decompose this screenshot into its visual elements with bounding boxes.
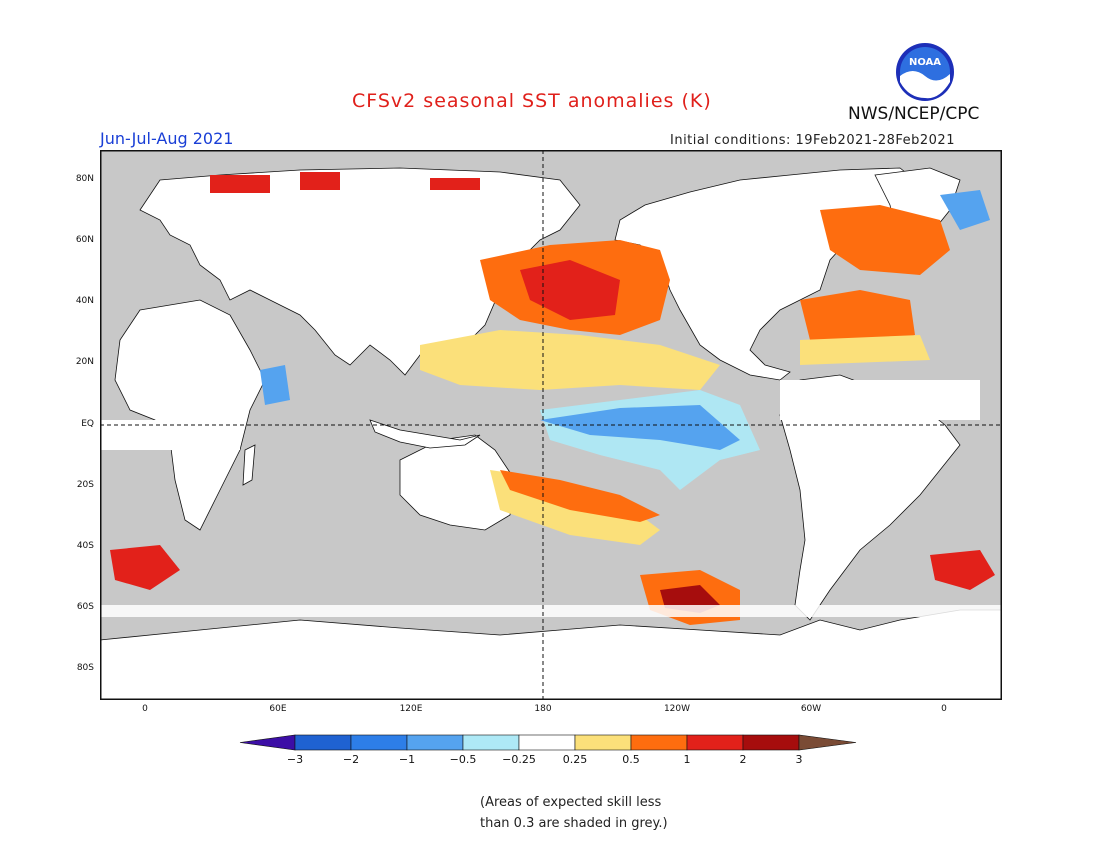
lon-tick-label: 120E <box>399 704 423 714</box>
lon-tick-label: 0 <box>142 704 148 714</box>
anomaly-warm-south-pacific-band <box>500 470 660 522</box>
anomaly-warm-arctic-3 <box>430 178 480 190</box>
anomaly-mild-north-subtropics <box>420 330 720 390</box>
organization-label: NWS/NCEP/CPC <box>848 104 980 124</box>
map-title: CFSv2 seasonal SST anomalies (K) <box>352 90 712 112</box>
colorbar-tick-label: −0.25 <box>502 753 536 766</box>
anomaly-neutral-southern-ocean <box>100 605 1002 617</box>
logo-text: NOAA <box>909 57 941 68</box>
land-madagascar <box>242 444 256 486</box>
colorbar-cell <box>462 734 520 751</box>
initial-conditions-label: Initial conditions: 19Feb2021-28Feb2021 <box>670 133 955 148</box>
colorbar-tick-label: 0.5 <box>622 753 640 766</box>
colorbar-cell <box>574 734 632 751</box>
land-indonesia <box>369 419 481 449</box>
anomaly-neutral-atlantic <box>780 380 980 420</box>
lon-tick-label: 180 <box>534 704 552 714</box>
anomaly-warm-south-indian <box>930 550 995 590</box>
skill-note-line-1: (Areas of expected skill less <box>480 795 662 810</box>
anomaly-warm-arctic-2 <box>300 172 340 190</box>
lon-tick-label: 60E <box>269 704 287 714</box>
anomaly-cool-north-indian <box>260 365 290 405</box>
colorbar-cell <box>350 734 408 751</box>
skill-note-line-2: than 0.3 are shaded in grey.) <box>480 816 668 831</box>
season-label: Jun-Jul-Aug 2021 <box>100 129 234 148</box>
latitude-labels: 80N 60N 40N 20N EQ 20S 40S 60S 80S <box>62 150 98 700</box>
anomaly-hot-north-pacific-core <box>520 260 620 320</box>
colorbar-cell <box>630 734 688 751</box>
colorbar-tick-label: 2 <box>740 753 747 766</box>
skill-note: (Areas of expected skill less than 0.3 a… <box>480 792 668 834</box>
colorbar-tick-label: −3 <box>287 753 303 766</box>
anomaly-warm-south-atlantic <box>110 545 180 590</box>
lat-tick-label: 40S <box>76 541 94 551</box>
colorbar-tick-label: 3 <box>796 753 803 766</box>
noaa-logo: NOAA <box>895 42 955 102</box>
map-frame <box>100 150 1002 700</box>
colorbar-cell <box>742 734 800 751</box>
lon-tick-label: 120W <box>663 704 691 714</box>
anomaly-cool-north-atlantic <box>940 190 990 230</box>
anomaly-warm-arctic-1 <box>210 175 270 193</box>
land-antarctica <box>100 609 1002 700</box>
anomaly-warm-north-atlantic <box>820 205 950 275</box>
colorbar-tick-label: 1 <box>684 753 691 766</box>
colorbar-tick-label: −2 <box>343 753 359 766</box>
lat-tick-label: 20S <box>76 480 94 490</box>
lon-tick-label: 0 <box>941 704 947 714</box>
lon-tick-label: 60W <box>800 704 822 714</box>
lat-tick-label: 60S <box>76 602 94 612</box>
land-africa <box>114 299 266 531</box>
anomaly-mild-atlantic <box>800 335 930 365</box>
lat-tick-label: 80N <box>75 174 94 184</box>
colorbar-tick-label: −0.5 <box>450 753 477 766</box>
colorbar: −3 −2 −1 −0.5 −0.25 0.25 0.5 1 2 3 <box>239 734 857 766</box>
colorbar-cell <box>406 734 464 751</box>
colorbar-low-extend <box>239 734 296 751</box>
colorbar-high-extend <box>798 734 857 751</box>
longitude-labels: 0 60E 120E 180 120W 60W 0 <box>100 704 1002 718</box>
anomaly-warm-subtropical-atlantic <box>800 290 915 350</box>
anomaly-cool-core <box>540 405 740 450</box>
lat-tick-label: 20N <box>75 357 94 367</box>
lat-tick-label: 60N <box>75 235 94 245</box>
land-australia <box>399 434 516 531</box>
colorbar-cell <box>294 734 352 751</box>
colorbar-cell <box>518 734 576 751</box>
lat-tick-label: EQ <box>81 419 94 429</box>
sst-anomaly-map <box>100 150 1002 700</box>
colorbar-tick-label: 0.25 <box>563 753 588 766</box>
colorbar-tick-label: −1 <box>399 753 415 766</box>
colorbar-cell <box>686 734 744 751</box>
lat-tick-label: 80S <box>76 663 94 673</box>
land-eurasia <box>139 167 581 376</box>
lat-tick-label: 40N <box>75 296 94 306</box>
